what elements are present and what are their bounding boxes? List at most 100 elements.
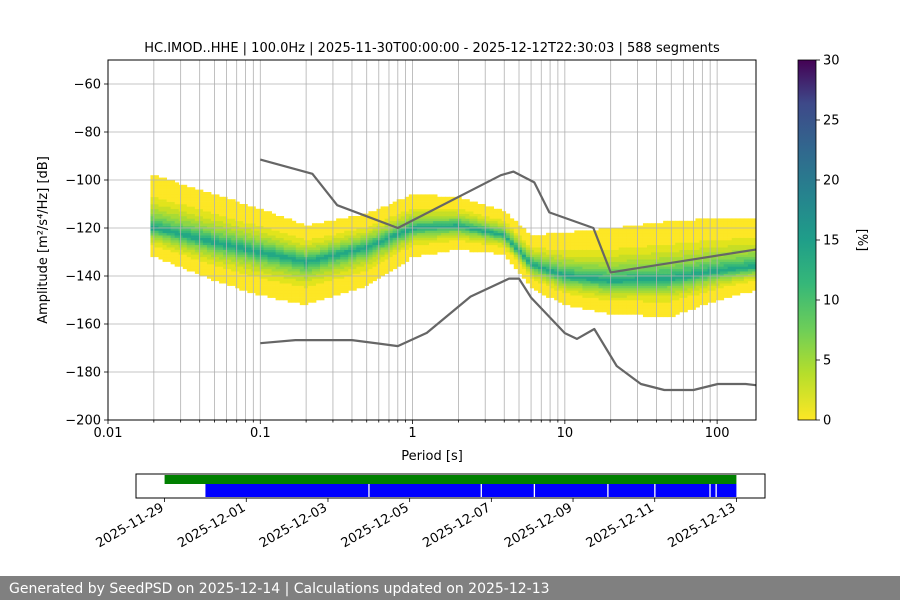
pdf-cell xyxy=(424,213,430,217)
pdf-cell xyxy=(546,240,551,243)
pdf-cell xyxy=(505,256,511,260)
pdf-cell xyxy=(166,230,172,234)
pdf-cell xyxy=(255,276,260,279)
pdf-cell xyxy=(166,256,172,260)
pdf-cell xyxy=(626,259,632,262)
pdf-cell xyxy=(679,232,684,236)
pdf-cell xyxy=(743,273,749,277)
pdf-cell xyxy=(384,242,390,246)
pdf-cell xyxy=(283,264,289,267)
pdf-cell xyxy=(554,256,559,260)
pdf-cell xyxy=(328,273,333,277)
pdf-cell xyxy=(578,242,583,246)
pdf-cell xyxy=(469,235,474,238)
pdf-cell xyxy=(574,288,579,291)
pdf-cell xyxy=(743,254,749,258)
pdf-cell xyxy=(739,261,745,265)
pdf-cell xyxy=(642,278,648,282)
pdf-cell xyxy=(602,304,608,308)
pdf-cell xyxy=(315,285,321,289)
pdf-cell xyxy=(356,216,361,219)
pdf-cell xyxy=(186,201,192,205)
pdf-cell xyxy=(582,273,587,277)
pdf-cell xyxy=(368,235,373,238)
pdf-cell xyxy=(315,297,321,301)
pdf-cell xyxy=(671,304,676,308)
pdf-cell xyxy=(307,297,313,301)
pdf-cell xyxy=(267,213,272,217)
pdf-cell xyxy=(348,278,353,282)
pdf-cell xyxy=(287,228,293,231)
pdf-cell xyxy=(198,211,204,214)
pdf-cell xyxy=(671,283,676,286)
pdf-cell xyxy=(320,252,325,255)
pdf-cell xyxy=(727,268,733,272)
pdf-cell xyxy=(719,268,725,272)
pdf-cell xyxy=(675,244,680,248)
pdf-cell xyxy=(630,254,636,258)
pdf-cell xyxy=(315,256,321,260)
pdf-cell xyxy=(586,266,591,270)
pdf-cell xyxy=(558,283,563,286)
pdf-cell xyxy=(663,237,668,241)
pdf-cell xyxy=(174,184,180,188)
pdf-cell xyxy=(570,302,575,306)
pdf-cell xyxy=(489,228,494,231)
pdf-cell xyxy=(307,244,313,248)
pdf-cell xyxy=(719,297,725,301)
pdf-cell xyxy=(441,225,446,229)
pdf-cell xyxy=(578,235,583,238)
pdf-cell xyxy=(182,259,188,262)
pdf-cell xyxy=(719,280,725,284)
pdf-cell xyxy=(747,261,753,265)
pdf-cell xyxy=(647,307,652,310)
pdf-cell xyxy=(477,211,482,214)
pdf-cell xyxy=(711,271,717,274)
pdf-cell xyxy=(743,259,749,262)
pdf-cell xyxy=(315,290,321,294)
pdf-cell xyxy=(610,266,616,270)
pdf-cell xyxy=(267,244,272,248)
pdf-cell xyxy=(267,283,272,286)
pdf-cell xyxy=(404,242,410,246)
pdf-cell xyxy=(275,254,281,258)
pdf-cell xyxy=(525,240,531,243)
pdf-cell xyxy=(231,249,236,253)
pdf-cell xyxy=(651,244,656,248)
pdf-cell xyxy=(275,216,281,219)
pdf-cell xyxy=(174,235,180,238)
pdf-cell xyxy=(562,278,567,282)
pdf-cell xyxy=(731,266,737,270)
pdf-cell xyxy=(194,199,200,202)
pdf-cell xyxy=(598,271,603,274)
pdf-cell xyxy=(396,237,402,241)
pdf-cell xyxy=(517,259,523,262)
pdf-cell xyxy=(194,242,200,246)
pdf-cell xyxy=(437,244,442,248)
pdf-cell xyxy=(162,211,167,214)
pdf-cell xyxy=(618,264,624,267)
pdf-cell xyxy=(223,268,228,272)
pdf-cell xyxy=(687,247,692,250)
pdf-cell xyxy=(182,189,188,193)
pdf-cell xyxy=(162,194,167,198)
pdf-cell xyxy=(642,252,648,255)
pdf-cell xyxy=(651,223,656,226)
pdf-cell xyxy=(554,271,559,274)
pdf-cell xyxy=(521,247,527,250)
pdf-cell xyxy=(166,235,172,238)
pdf-cell xyxy=(166,199,172,202)
pdf-cell xyxy=(259,208,264,212)
pdf-cell xyxy=(219,199,224,202)
pdf-cell xyxy=(223,232,228,236)
pdf-cell xyxy=(429,235,434,238)
pdf-cell xyxy=(198,268,204,272)
pdf-cell xyxy=(271,244,276,248)
pdf-cell xyxy=(651,290,656,294)
pdf-cell xyxy=(457,201,462,205)
pdf-cell xyxy=(198,249,204,253)
pdf-cell xyxy=(723,244,729,248)
pdf-cell xyxy=(699,290,704,294)
pdf-cell xyxy=(485,228,490,231)
pdf-cell xyxy=(699,232,704,236)
